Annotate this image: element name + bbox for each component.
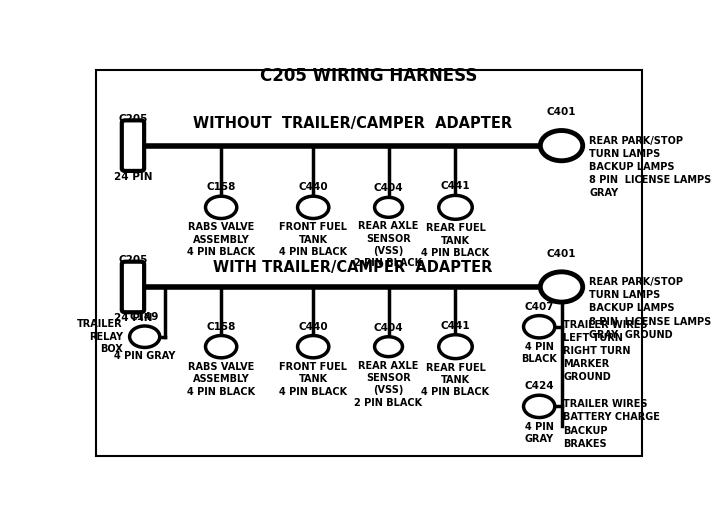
Text: C205 WIRING HARNESS: C205 WIRING HARNESS [261,67,477,85]
Circle shape [130,326,160,347]
Text: 4 PIN GRAY: 4 PIN GRAY [114,352,176,361]
Text: FRONT FUEL
TANK
4 PIN BLACK: FRONT FUEL TANK 4 PIN BLACK [279,362,347,397]
Text: C440: C440 [298,182,328,192]
Circle shape [297,196,329,219]
Text: TRAILER WIRES
LEFT TURN
RIGHT TURN
MARKER
GROUND: TRAILER WIRES LEFT TURN RIGHT TURN MARKE… [563,320,648,383]
Text: 4 PIN
BLACK: 4 PIN BLACK [521,342,557,364]
Text: REAR FUEL
TANK
4 PIN BLACK: REAR FUEL TANK 4 PIN BLACK [421,223,490,258]
Circle shape [523,315,555,338]
Text: REAR PARK/STOP
TURN LAMPS
BACKUP LAMPS
8 PIN  LICENSE LAMPS
GRAY: REAR PARK/STOP TURN LAMPS BACKUP LAMPS 8… [590,135,711,199]
Circle shape [540,130,582,161]
Text: RABS VALVE
ASSEMBLY
4 PIN BLACK: RABS VALVE ASSEMBLY 4 PIN BLACK [187,362,255,397]
Text: REAR AXLE
SENSOR
(VSS)
2 PIN BLACK: REAR AXLE SENSOR (VSS) 2 PIN BLACK [354,361,423,408]
Text: TRAILER WIRES
BATTERY CHARGE
BACKUP
BRAKES: TRAILER WIRES BATTERY CHARGE BACKUP BRAK… [563,399,660,449]
Text: C401: C401 [546,249,576,258]
Text: RABS VALVE
ASSEMBLY
4 PIN BLACK: RABS VALVE ASSEMBLY 4 PIN BLACK [187,222,255,257]
Circle shape [540,272,582,302]
Text: C205: C205 [118,255,148,265]
FancyBboxPatch shape [122,120,144,171]
Text: C404: C404 [374,184,403,193]
Text: 24 PIN: 24 PIN [114,313,152,323]
Circle shape [374,197,402,217]
Text: C440: C440 [298,322,328,331]
Text: 24 PIN: 24 PIN [114,172,152,181]
Circle shape [523,395,555,418]
Text: C149: C149 [130,312,159,322]
Text: C407: C407 [524,301,554,312]
Text: WITHOUT  TRAILER/CAMPER  ADAPTER: WITHOUT TRAILER/CAMPER ADAPTER [193,116,512,131]
Text: C404: C404 [374,323,403,333]
Circle shape [438,334,472,359]
Text: C441: C441 [441,181,470,191]
Text: REAR PARK/STOP
TURN LAMPS
BACKUP LAMPS
8 PIN  LICENSE LAMPS
GRAY  GROUND: REAR PARK/STOP TURN LAMPS BACKUP LAMPS 8… [590,277,711,340]
Text: C441: C441 [441,321,470,331]
Text: REAR AXLE
SENSOR
(VSS)
2 PIN BLACK: REAR AXLE SENSOR (VSS) 2 PIN BLACK [354,221,423,268]
Circle shape [374,337,402,357]
FancyBboxPatch shape [122,262,144,312]
Text: FRONT FUEL
TANK
4 PIN BLACK: FRONT FUEL TANK 4 PIN BLACK [279,222,347,257]
Circle shape [205,336,237,358]
Text: C158: C158 [207,322,236,331]
Text: 4 PIN
GRAY: 4 PIN GRAY [525,421,554,444]
Text: C401: C401 [546,108,576,117]
Text: REAR FUEL
TANK
4 PIN BLACK: REAR FUEL TANK 4 PIN BLACK [421,362,490,398]
Circle shape [205,196,237,219]
Text: TRAILER
RELAY
BOX: TRAILER RELAY BOX [77,320,123,354]
Text: C158: C158 [207,182,236,192]
Circle shape [438,195,472,219]
Text: C424: C424 [524,381,554,391]
Circle shape [297,336,329,358]
Text: C205: C205 [118,114,148,124]
Text: WITH TRAILER/CAMPER  ADAPTER: WITH TRAILER/CAMPER ADAPTER [212,260,492,275]
